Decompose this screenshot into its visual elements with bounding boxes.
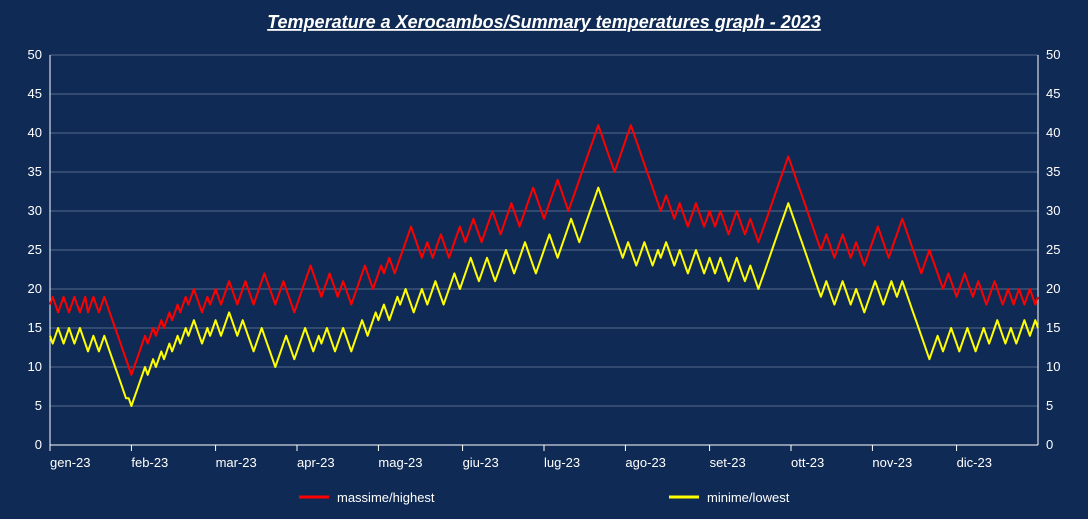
y-tick-left: 40 (28, 125, 42, 140)
y-tick-left: 35 (28, 164, 42, 179)
x-tick-label: ott-23 (791, 455, 824, 470)
x-tick-label: ago-23 (625, 455, 665, 470)
x-tick-label: mag-23 (378, 455, 422, 470)
y-tick-left: 50 (28, 47, 42, 62)
x-tick-label: nov-23 (872, 455, 912, 470)
x-tick-label: gen-23 (50, 455, 90, 470)
x-tick-label: dic-23 (957, 455, 992, 470)
y-tick-left: 0 (35, 437, 42, 452)
temperature-chart: Temperature a Xerocambos/Summary tempera… (0, 0, 1088, 519)
y-tick-right: 20 (1046, 281, 1060, 296)
y-tick-right: 5 (1046, 398, 1053, 413)
y-tick-left: 25 (28, 242, 42, 257)
y-tick-right: 35 (1046, 164, 1060, 179)
y-tick-left: 45 (28, 86, 42, 101)
y-tick-left: 10 (28, 359, 42, 374)
x-tick-label: apr-23 (297, 455, 335, 470)
y-tick-right: 0 (1046, 437, 1053, 452)
chart-background (0, 0, 1088, 519)
legend-label: minime/lowest (707, 490, 790, 505)
y-tick-left: 15 (28, 320, 42, 335)
y-tick-left: 20 (28, 281, 42, 296)
chart-title: Temperature a Xerocambos/Summary tempera… (267, 12, 821, 32)
y-tick-right: 25 (1046, 242, 1060, 257)
x-tick-label: set-23 (710, 455, 746, 470)
x-tick-label: giu-23 (463, 455, 499, 470)
x-tick-label: feb-23 (131, 455, 168, 470)
y-tick-right: 10 (1046, 359, 1060, 374)
legend-label: massime/highest (337, 490, 435, 505)
y-tick-left: 5 (35, 398, 42, 413)
y-tick-right: 45 (1046, 86, 1060, 101)
x-tick-label: mar-23 (216, 455, 257, 470)
y-tick-right: 30 (1046, 203, 1060, 218)
x-tick-label: lug-23 (544, 455, 580, 470)
y-tick-right: 15 (1046, 320, 1060, 335)
y-tick-right: 40 (1046, 125, 1060, 140)
y-tick-left: 30 (28, 203, 42, 218)
y-tick-right: 50 (1046, 47, 1060, 62)
